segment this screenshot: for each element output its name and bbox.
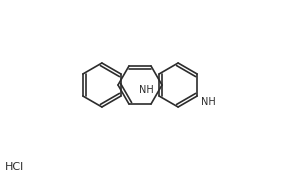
Text: NH: NH xyxy=(139,85,153,95)
Text: HCl: HCl xyxy=(5,162,24,172)
Text: NH: NH xyxy=(201,97,215,107)
